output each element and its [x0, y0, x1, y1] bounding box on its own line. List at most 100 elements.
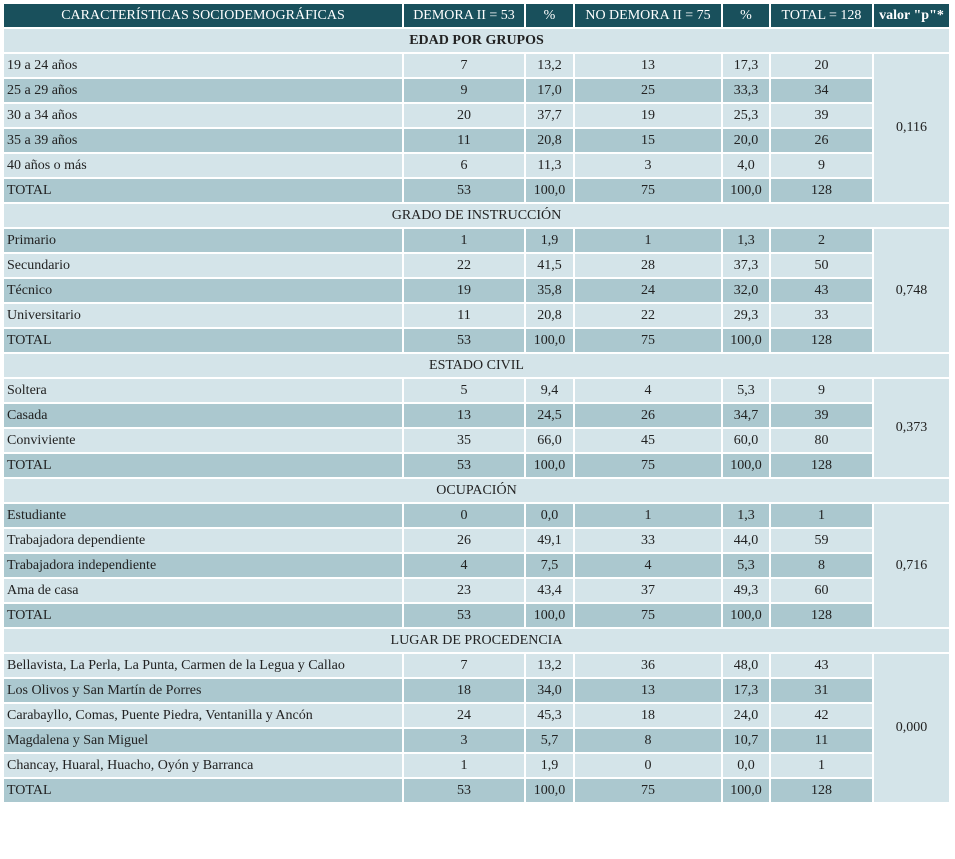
value-cell: 75	[575, 604, 721, 627]
value-cell: 53	[404, 604, 524, 627]
value-cell: 45,3	[526, 704, 573, 727]
value-cell: 3	[575, 154, 721, 177]
value-cell: 4	[404, 554, 524, 577]
value-cell: 15	[575, 129, 721, 152]
row-label: Los Olivos y San Martín de Porres	[4, 679, 402, 702]
header-cell: valor "p"*	[874, 4, 949, 27]
row-label: Trabajadora dependiente	[4, 529, 402, 552]
row-label: TOTAL	[4, 179, 402, 202]
section-title: EDAD POR GRUPOS	[4, 29, 949, 52]
value-cell: 66,0	[526, 429, 573, 452]
section-title: ESTADO CIVIL	[4, 354, 949, 377]
value-cell: 37	[575, 579, 721, 602]
row-label: 35 a 39 años	[4, 129, 402, 152]
value-cell: 34	[771, 79, 872, 102]
value-cell: 49,3	[723, 579, 769, 602]
value-cell: 1,9	[526, 229, 573, 252]
value-cell: 1	[771, 504, 872, 527]
value-cell: 7,5	[526, 554, 573, 577]
value-cell: 24	[404, 704, 524, 727]
value-cell: 24,0	[723, 704, 769, 727]
value-cell: 43,4	[526, 579, 573, 602]
value-cell: 26	[404, 529, 524, 552]
row-label: Técnico	[4, 279, 402, 302]
value-cell: 1	[771, 754, 872, 777]
value-cell: 17,3	[723, 54, 769, 77]
value-cell: 35	[404, 429, 524, 452]
value-cell: 6	[404, 154, 524, 177]
row-label: 30 a 34 años	[4, 104, 402, 127]
value-cell: 1	[404, 754, 524, 777]
value-cell: 0,0	[723, 754, 769, 777]
value-cell: 4	[575, 554, 721, 577]
value-cell: 20,8	[526, 129, 573, 152]
value-cell: 5,3	[723, 379, 769, 402]
value-cell: 9	[771, 154, 872, 177]
value-cell: 17,3	[723, 679, 769, 702]
value-cell: 0	[575, 754, 721, 777]
value-cell: 7	[404, 654, 524, 677]
section-title: GRADO DE INSTRUCCIÓN	[4, 204, 949, 227]
value-cell: 0	[404, 504, 524, 527]
value-cell: 11	[404, 304, 524, 327]
value-cell: 100,0	[526, 454, 573, 477]
value-cell: 0,0	[526, 504, 573, 527]
value-cell: 39	[771, 104, 872, 127]
header-cell: TOTAL = 128	[771, 4, 872, 27]
value-cell: 43	[771, 654, 872, 677]
row-label: Soltera	[4, 379, 402, 402]
value-cell: 17,0	[526, 79, 573, 102]
row-label: 19 a 24 años	[4, 54, 402, 77]
value-cell: 34,0	[526, 679, 573, 702]
p-value: 0,716	[874, 504, 949, 627]
value-cell: 49,1	[526, 529, 573, 552]
value-cell: 100,0	[526, 604, 573, 627]
value-cell: 1	[575, 504, 721, 527]
value-cell: 39	[771, 404, 872, 427]
p-value: 0,748	[874, 229, 949, 352]
value-cell: 23	[404, 579, 524, 602]
value-cell: 18	[575, 704, 721, 727]
value-cell: 42	[771, 704, 872, 727]
value-cell: 100,0	[723, 604, 769, 627]
row-label: TOTAL	[4, 329, 402, 352]
value-cell: 29,3	[723, 304, 769, 327]
row-label: TOTAL	[4, 779, 402, 802]
value-cell: 100,0	[526, 179, 573, 202]
value-cell: 22	[404, 254, 524, 277]
value-cell: 33	[771, 304, 872, 327]
value-cell: 53	[404, 329, 524, 352]
value-cell: 24	[575, 279, 721, 302]
p-value: 0,000	[874, 654, 949, 802]
value-cell: 13,2	[526, 654, 573, 677]
row-label: 25 a 29 años	[4, 79, 402, 102]
value-cell: 100,0	[526, 779, 573, 802]
value-cell: 5,3	[723, 554, 769, 577]
value-cell: 75	[575, 329, 721, 352]
header-cell: %	[723, 4, 769, 27]
header-cell: DEMORA II = 53	[404, 4, 524, 27]
value-cell: 128	[771, 329, 872, 352]
value-cell: 1	[404, 229, 524, 252]
row-label: Casada	[4, 404, 402, 427]
value-cell: 59	[771, 529, 872, 552]
value-cell: 19	[404, 279, 524, 302]
value-cell: 19	[575, 104, 721, 127]
value-cell: 1	[575, 229, 721, 252]
value-cell: 33	[575, 529, 721, 552]
row-label: 40 años o más	[4, 154, 402, 177]
value-cell: 75	[575, 779, 721, 802]
row-label: Carabayllo, Comas, Puente Piedra, Ventan…	[4, 704, 402, 727]
row-label: Estudiante	[4, 504, 402, 527]
value-cell: 4,0	[723, 154, 769, 177]
value-cell: 13	[404, 404, 524, 427]
value-cell: 35,8	[526, 279, 573, 302]
row-label: Bellavista, La Perla, La Punta, Carmen d…	[4, 654, 402, 677]
value-cell: 8	[575, 729, 721, 752]
value-cell: 33,3	[723, 79, 769, 102]
value-cell: 34,7	[723, 404, 769, 427]
row-label: Primario	[4, 229, 402, 252]
value-cell: 26	[771, 129, 872, 152]
value-cell: 100,0	[723, 779, 769, 802]
